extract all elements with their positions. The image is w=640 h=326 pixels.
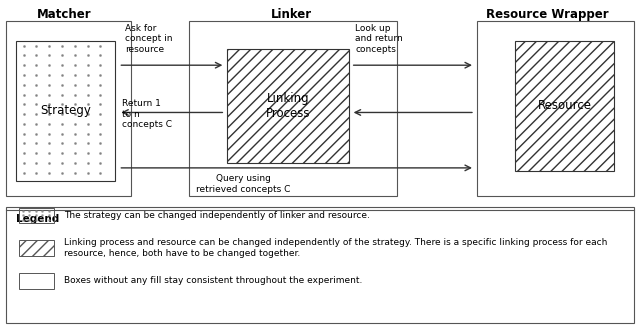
Text: Legend: Legend <box>16 214 60 224</box>
Bar <box>6 207 634 323</box>
Bar <box>477 21 634 196</box>
Bar <box>515 41 614 171</box>
Text: Matcher: Matcher <box>36 8 92 21</box>
Text: Boxes without any fill stay consistent throughout the experiment.: Boxes without any fill stay consistent t… <box>64 276 362 285</box>
Text: Resource Wrapper: Resource Wrapper <box>486 8 609 21</box>
Text: Strategy: Strategy <box>40 104 91 117</box>
Text: Linking
Process: Linking Process <box>266 92 310 120</box>
Bar <box>19 273 54 289</box>
Bar <box>227 49 349 163</box>
Bar <box>19 240 54 256</box>
Text: Ask for
concept in
resource: Ask for concept in resource <box>125 24 172 54</box>
Text: Linker: Linker <box>271 8 312 21</box>
Text: Linking process and resource can be changed independently of the strategy. There: Linking process and resource can be chan… <box>64 238 607 258</box>
Bar <box>19 208 54 223</box>
Text: Query using
retrieved concepts C: Query using retrieved concepts C <box>196 174 291 194</box>
Text: The strategy can be changed independently of linker and resource.: The strategy can be changed independentl… <box>64 211 370 220</box>
Bar <box>16 41 115 181</box>
Text: Look up
and return
concepts: Look up and return concepts <box>355 24 403 54</box>
Text: Resource: Resource <box>538 99 592 112</box>
Bar <box>6 21 131 196</box>
Text: Return 1
to n
concepts C: Return 1 to n concepts C <box>122 99 172 129</box>
Bar <box>189 21 397 196</box>
